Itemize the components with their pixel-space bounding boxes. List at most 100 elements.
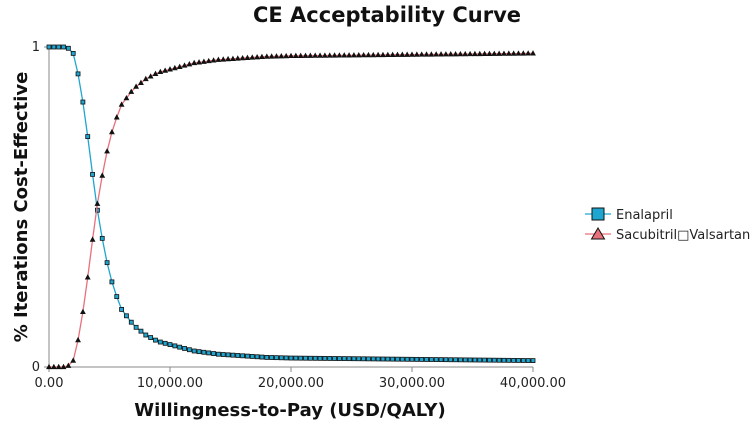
data-point xyxy=(240,353,246,359)
data-point xyxy=(201,349,207,355)
data-point xyxy=(307,52,314,58)
data-point xyxy=(268,53,275,59)
data-point xyxy=(312,355,318,361)
data-point xyxy=(75,71,81,77)
data-point xyxy=(79,308,86,315)
data-point xyxy=(56,44,62,50)
data-point xyxy=(370,51,377,58)
data-point xyxy=(85,134,91,140)
data-point xyxy=(172,343,178,349)
data-point xyxy=(332,356,337,361)
data-point xyxy=(225,352,231,358)
data-point xyxy=(467,50,473,57)
data-point xyxy=(133,83,140,89)
data-point xyxy=(118,101,125,107)
data-point xyxy=(269,355,275,360)
data-point xyxy=(317,355,323,361)
data-point xyxy=(389,51,396,57)
data-point xyxy=(395,356,400,362)
data-point xyxy=(307,355,313,361)
legend-marker-square xyxy=(591,207,605,221)
data-point xyxy=(70,357,77,363)
data-point xyxy=(230,55,236,61)
data-point xyxy=(428,357,434,362)
data-point xyxy=(409,51,415,57)
data-point xyxy=(124,313,129,319)
data-point xyxy=(234,55,241,61)
data-point xyxy=(254,54,261,60)
data-point xyxy=(128,319,134,325)
data-point xyxy=(157,339,163,345)
data-point xyxy=(210,57,217,63)
data-point xyxy=(326,52,333,58)
data-point xyxy=(297,52,304,58)
data-point xyxy=(525,50,532,56)
data-point xyxy=(486,50,493,56)
data-point xyxy=(46,44,52,50)
data-point xyxy=(321,52,328,58)
data-point xyxy=(186,61,193,67)
data-point xyxy=(501,50,507,56)
data-point xyxy=(55,363,62,370)
data-point xyxy=(453,357,458,363)
x-tick-label: 0.00 xyxy=(35,376,64,391)
data-point xyxy=(99,172,106,178)
data-point xyxy=(361,356,367,362)
data-point xyxy=(89,236,96,242)
data-point xyxy=(205,57,212,64)
data-point xyxy=(520,50,527,56)
data-point xyxy=(109,128,115,135)
data-point xyxy=(447,51,454,57)
data-point xyxy=(133,324,139,330)
data-point xyxy=(167,342,173,348)
data-point xyxy=(482,357,488,363)
data-point xyxy=(274,355,279,361)
legend-marker-triangle xyxy=(590,227,606,240)
data-point xyxy=(477,357,483,363)
data-point xyxy=(220,352,226,357)
data-point xyxy=(419,357,425,362)
data-point xyxy=(496,357,502,363)
data-point xyxy=(157,68,164,75)
data-point xyxy=(360,51,367,58)
data-point xyxy=(385,356,391,362)
data-point xyxy=(162,67,169,73)
data-point xyxy=(365,51,372,58)
data-point xyxy=(152,70,159,76)
data-point xyxy=(424,357,429,362)
data-point xyxy=(457,357,463,363)
x-tick-label: 20,000.00 xyxy=(258,376,324,391)
data-point xyxy=(225,55,231,62)
data-point xyxy=(356,356,362,362)
data-point xyxy=(457,50,464,57)
series-enalapril xyxy=(46,44,536,364)
data-point xyxy=(147,73,154,79)
data-point xyxy=(327,356,333,361)
data-point xyxy=(196,59,202,65)
data-point xyxy=(472,357,478,363)
data-point xyxy=(322,355,328,361)
data-point xyxy=(443,357,449,363)
data-point xyxy=(142,75,149,82)
data-point xyxy=(428,51,435,57)
data-point xyxy=(298,355,304,361)
data-point xyxy=(341,52,348,58)
data-point xyxy=(409,356,415,362)
data-point xyxy=(530,50,536,56)
data-point xyxy=(472,50,478,57)
data-point xyxy=(264,354,270,360)
data-point xyxy=(75,336,81,343)
data-point xyxy=(515,50,522,56)
data-point xyxy=(99,235,105,241)
data-point xyxy=(104,148,110,154)
data-point xyxy=(70,51,76,56)
data-point xyxy=(220,56,227,62)
data-point xyxy=(399,356,405,362)
data-point xyxy=(351,52,357,58)
data-point xyxy=(341,356,347,362)
data-point xyxy=(94,200,101,206)
data-point xyxy=(249,354,255,359)
data-point xyxy=(230,352,236,358)
data-point xyxy=(380,356,386,362)
data-point xyxy=(501,357,507,363)
